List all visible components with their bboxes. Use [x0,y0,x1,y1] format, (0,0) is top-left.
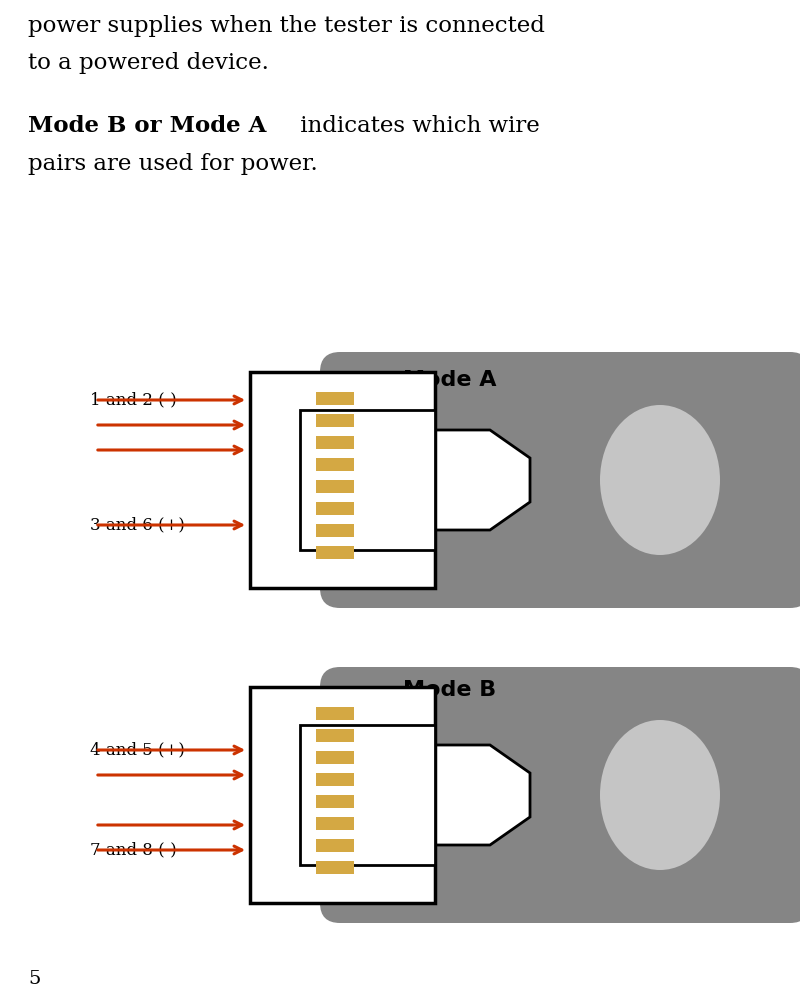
Text: pairs are used for power.: pairs are used for power. [28,153,318,175]
Text: 3 and 6 (+): 3 and 6 (+) [90,516,185,533]
Bar [300,725,435,865]
FancyBboxPatch shape [320,667,800,923]
Bar [315,773,354,786]
Text: indicates which wire: indicates which wire [293,115,540,137]
Bar [315,436,354,449]
Text: Mode B: Mode B [403,680,497,700]
Bar [315,546,354,559]
FancyBboxPatch shape [320,352,800,608]
Text: Mode B or Mode A: Mode B or Mode A [28,115,266,137]
Ellipse shape [600,720,720,870]
Bar [315,729,354,742]
Text: 7 and 8 (-): 7 and 8 (-) [90,841,177,858]
Bar [315,392,354,405]
Text: 5: 5 [28,970,40,988]
Bar [315,839,354,852]
Text: 1 and 2 (-): 1 and 2 (-) [90,392,177,409]
Bar [315,480,354,493]
Text: power supplies when the tester is connected: power supplies when the tester is connec… [28,15,545,37]
Text: to a powered device.: to a powered device. [28,52,269,74]
Bar [315,795,354,808]
Bar [315,707,354,720]
Bar [315,502,354,515]
Bar [250,687,435,903]
Polygon shape [435,745,530,845]
Text: Mode A: Mode A [403,370,497,390]
Bar [315,861,354,874]
Bar [300,410,435,550]
Bar [315,817,354,830]
Bar [250,372,435,588]
Ellipse shape [600,405,720,555]
Polygon shape [435,430,530,530]
Bar [315,458,354,471]
Text: 4 and 5 (+): 4 and 5 (+) [90,741,185,758]
Bar [315,414,354,427]
Bar [315,524,354,537]
Bar [315,751,354,764]
